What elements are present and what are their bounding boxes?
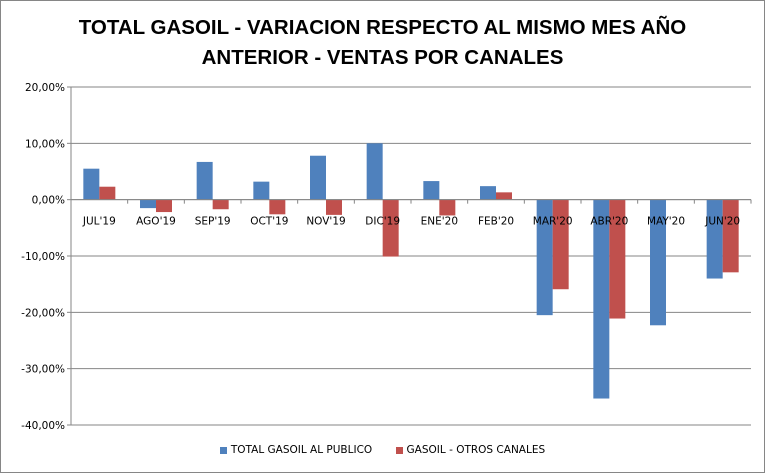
bar-otros (382, 199, 399, 257)
bar-otros (269, 199, 286, 215)
title-line-1: TOTAL GASOIL - VARIACION RESPECTO AL MIS… (78, 16, 687, 39)
x-tick-label: OCT'19 (250, 216, 288, 228)
bar-publico (650, 199, 666, 326)
legend-item-otros: GASOIL - OTROS CANALES (395, 444, 546, 456)
x-tick-label: JUL'19 (82, 216, 116, 228)
y-tick-label: -20,00% (21, 307, 65, 319)
y-tick-label: 10,00% (25, 138, 65, 150)
bar-publico (593, 199, 610, 399)
bar-otros (609, 199, 626, 319)
bar-publico (423, 181, 440, 200)
bar-otros (99, 186, 116, 200)
legend-label: GASOIL - OTROS CANALES (406, 444, 546, 456)
y-tick-label: 0,00% (32, 195, 65, 207)
legend: TOTAL GASOIL AL PUBLICO GASOIL - OTROS C… (1, 444, 764, 457)
bar-publico (140, 199, 156, 209)
bar-otros (326, 199, 342, 215)
y-tick-label: -10,00% (21, 251, 65, 263)
legend-swatch (219, 446, 227, 454)
chart-title: TOTAL GASOIL - VARIACION RESPECTO AL MIS… (1, 13, 764, 73)
legend-item-publico: TOTAL GASOIL AL PUBLICO (219, 444, 373, 456)
y-tick-label: -40,00% (21, 420, 65, 432)
bar-otros (212, 199, 229, 210)
y-tick-label: 20,00% (25, 82, 65, 94)
bar-publico (536, 199, 553, 316)
x-tick-label: MAR'20 (533, 216, 573, 228)
bar-publico (310, 155, 326, 200)
bar-publico (706, 199, 723, 279)
bar-publico (480, 186, 496, 200)
x-tick-label: MAY'20 (647, 216, 685, 228)
legend-swatch (395, 446, 403, 454)
bar-publico (196, 161, 213, 200)
x-tick-label: NOV'19 (306, 216, 345, 228)
bar-otros (552, 199, 569, 290)
x-tick-label: JUN'20 (704, 216, 740, 228)
bar-otros (156, 199, 172, 213)
bar-otros (722, 199, 739, 273)
x-tick-label: ENE'20 (421, 216, 458, 228)
title-line-2: ANTERIOR - VENTAS POR CANALES (201, 46, 564, 69)
x-tick-label: ABR'20 (590, 216, 628, 228)
bar-otros (496, 192, 512, 200)
bar-publico (83, 168, 100, 200)
y-tick-label: -30,00% (21, 364, 65, 376)
x-tick-label: DIC'19 (365, 216, 400, 228)
x-tick-label: AGO'19 (136, 216, 176, 228)
bar-publico (253, 181, 270, 200)
legend-label: TOTAL GASOIL AL PUBLICO (230, 444, 373, 456)
x-tick-label: SEP'19 (195, 216, 231, 228)
x-tick-label: FEB'20 (478, 216, 514, 228)
bar-publico (366, 143, 383, 200)
bar-otros (439, 199, 456, 216)
